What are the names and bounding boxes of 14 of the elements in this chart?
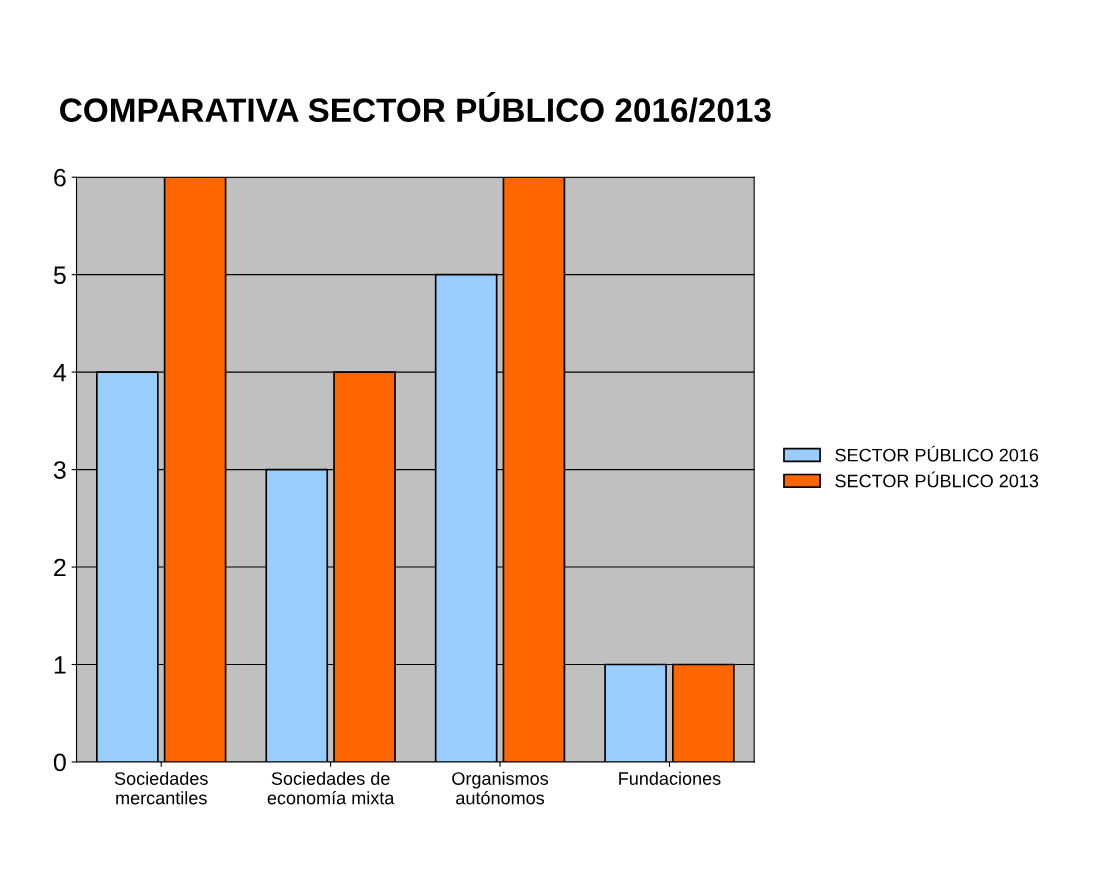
y-tick-label: 3 — [53, 461, 66, 479]
y-tick-label: 5 — [53, 266, 66, 284]
y-tick-label: 2 — [54, 558, 66, 577]
x-tick-label: Organismos autónomos — [452, 771, 549, 805]
x-tick-label: Sociedades mercantiles — [114, 771, 208, 805]
chart-title: COMPARATIVA SECTOR PÚBLICO 2016/2013 — [60, 92, 771, 123]
x-tick-label: Fundaciones — [619, 771, 721, 785]
y-tick-label: 0 — [53, 753, 66, 772]
legend-label: SECTOR PÚBLICO 2013 — [835, 471, 1039, 488]
y-tick-label: 1 — [54, 656, 66, 674]
y-tick-label: 6 — [54, 168, 66, 187]
y-tick-label: 4 — [53, 363, 67, 382]
x-tick-label: Sociedades de economía mixta — [267, 771, 395, 805]
legend-label: SECTOR PÚBLICO 2016 — [835, 445, 1039, 462]
